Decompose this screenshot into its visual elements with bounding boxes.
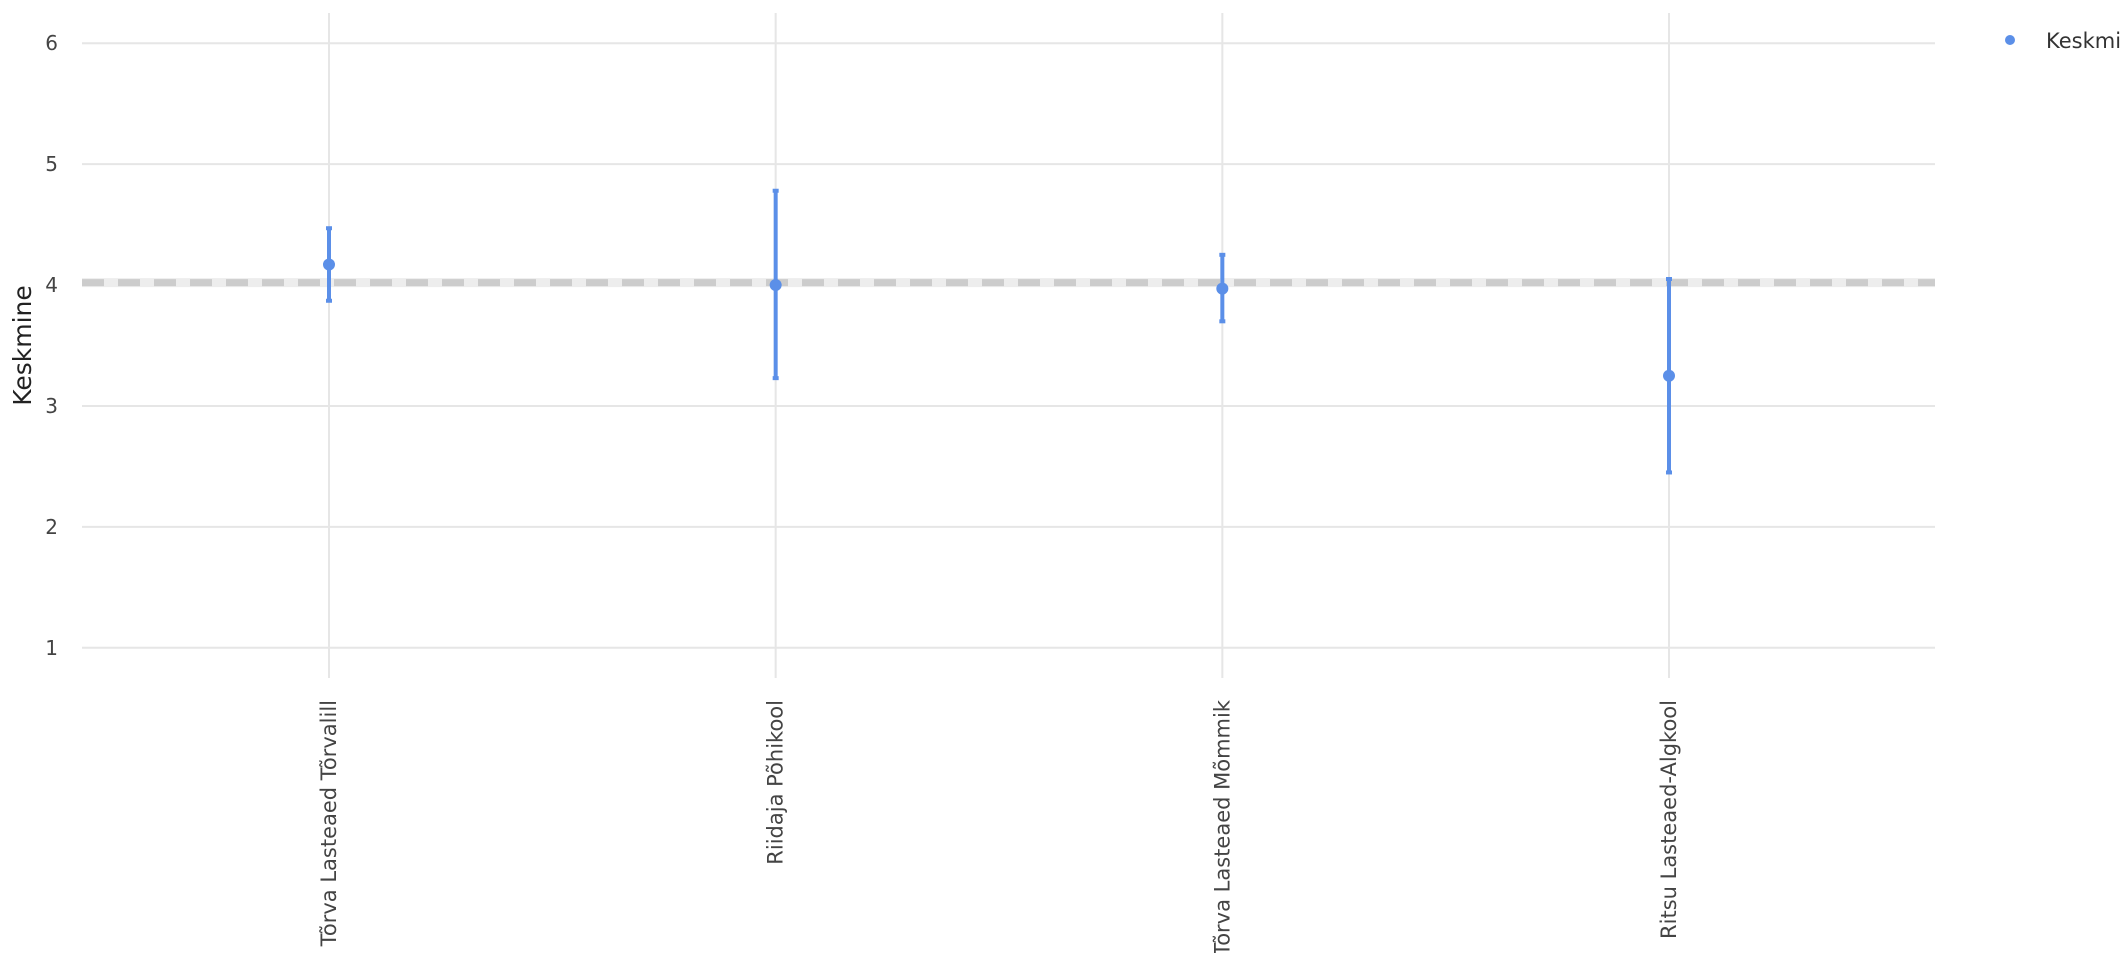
legend-label: Keskmi (2046, 29, 2121, 53)
x-tick-labels: Tõrva Lasteaed Tõrvalill Riidaja Põhikool… (317, 699, 1681, 953)
x-tick-label: Riidaja Põhikool (764, 700, 788, 865)
x-tick-label: Ritsu Lasteaed-Algkool (1657, 700, 1681, 939)
grid (82, 13, 1935, 678)
y-tick-label: 5 (45, 152, 58, 176)
error-bars (326, 188, 1672, 475)
data-point[interactable] (1216, 282, 1229, 295)
data-point[interactable] (323, 258, 335, 271)
y-tick-label: 6 (45, 31, 58, 55)
data-points (323, 258, 1675, 382)
y-tick-label: 1 (45, 636, 58, 660)
y-axis-label: Keskmine (8, 285, 37, 406)
data-point[interactable] (1663, 369, 1675, 382)
data-point[interactable] (769, 279, 782, 292)
y-tick-labels: 1 2 3 4 5 6 (45, 31, 58, 660)
y-tick-label: 3 (45, 394, 58, 418)
y-tick-label: 2 (45, 515, 58, 539)
y-tick-label: 4 (45, 273, 58, 297)
x-tick-label: Tõrva Lasteaed Mõmmik (1210, 699, 1234, 953)
legend[interactable]: Keskmi (2005, 29, 2121, 53)
legend-marker (2005, 35, 2015, 45)
x-tick-label: Tõrva Lasteaed Tõrvalill (317, 700, 341, 947)
